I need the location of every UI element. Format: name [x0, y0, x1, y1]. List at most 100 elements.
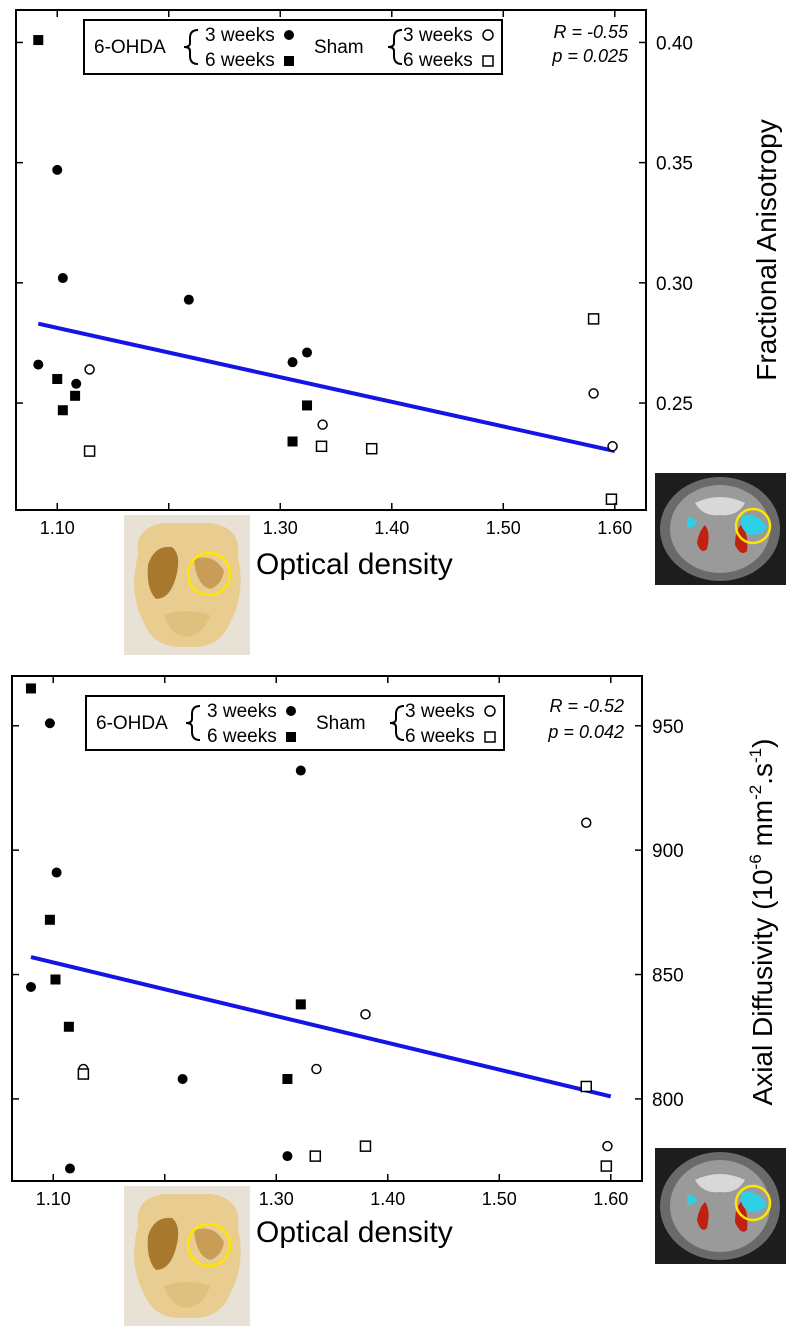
- fa-scatter-chart: 6-OHDA 3 weeks 6 weeks Sham 3 weeks 6 we…: [15, 9, 782, 581]
- y-tick-label: 950: [652, 717, 684, 738]
- point-ohda-3w: [33, 359, 44, 370]
- legend-brace-icon: [387, 29, 403, 65]
- point-ohda-6w: [25, 683, 36, 694]
- regression-line: [37, 321, 616, 454]
- point-ohda-3w: [295, 765, 306, 776]
- point-sham-3w: [588, 388, 599, 399]
- point-ohda-6w: [33, 35, 44, 46]
- y-tick-label: 0.25: [656, 394, 693, 415]
- legend-group-sham: Sham: [314, 37, 364, 58]
- point-sham-6w: [605, 493, 618, 505]
- point-ohda-6w: [50, 974, 61, 985]
- yellow-circle-icon: [186, 551, 232, 597]
- point-ohda-6w: [287, 436, 298, 447]
- chart-panel-ad: 6-OHDA 3 weeks 6 weeks Sham 3 weeks 6 we…: [0, 662, 788, 1327]
- legend-brace-icon: [183, 29, 199, 65]
- point-ohda-3w: [71, 378, 82, 389]
- point-ohda-3w: [287, 357, 298, 368]
- legend-group-sham: Sham: [316, 713, 366, 734]
- annotation-r: R = -0.52: [549, 696, 624, 716]
- point-sham-6w: [359, 1140, 372, 1152]
- point-ohda-3w: [52, 164, 63, 175]
- point-ohda-3w: [57, 273, 68, 284]
- point-ohda-3w: [302, 347, 313, 358]
- legend-brace-icon: [185, 705, 201, 741]
- yellow-circle-icon: [734, 1184, 772, 1222]
- stained-brain-slice-image: [124, 515, 250, 655]
- chart-panel-fa: 6-OHDA 3 weeks 6 weeks Sham 3 weeks 6 we…: [0, 0, 788, 662]
- point-ohda-6w: [295, 999, 306, 1010]
- legend-sham-6w: 6 weeks: [403, 50, 473, 71]
- regression-line: [30, 955, 612, 1099]
- y-axis-label: Fractional Anisotropy: [751, 119, 782, 380]
- point-sham-3w: [602, 1140, 613, 1152]
- legend-ohda-6w: 6 weeks: [207, 726, 277, 747]
- point-sham-3w: [317, 419, 328, 430]
- y-tick-label: 850: [652, 966, 684, 987]
- ad-scatter-chart: 6-OHDA 3 weeks 6 weeks Sham 3 weeks 6 we…: [11, 675, 778, 1249]
- point-sham-3w: [360, 1009, 371, 1020]
- point-sham-6w: [587, 313, 600, 325]
- annotation-r: R = -0.55: [553, 22, 629, 42]
- point-ohda-3w: [44, 718, 55, 729]
- point-ohda-6w: [63, 1021, 74, 1032]
- y-tick-label: 0.40: [656, 33, 693, 54]
- point-ohda-6w: [44, 914, 55, 925]
- x-tick-label: 1.10: [36, 1189, 71, 1209]
- legend-ohda-6w: 6 weeks: [205, 50, 275, 71]
- x-tick-label: 1.60: [597, 518, 632, 538]
- legend-open-square-icon: [482, 55, 494, 67]
- point-ohda-3w: [64, 1163, 75, 1174]
- point-ohda-3w: [51, 867, 62, 878]
- x-tick-label: 1.30: [259, 1189, 294, 1209]
- plot-frame: [11, 675, 643, 1182]
- y-tick-label: 900: [652, 841, 684, 862]
- legend-filled-square-icon: [284, 56, 294, 66]
- point-ohda-6w: [70, 390, 81, 401]
- point-sham-6w: [580, 1080, 592, 1093]
- yellow-circle-icon: [186, 1222, 232, 1268]
- mri-brain-image: [655, 473, 786, 585]
- point-ohda-3w: [282, 1151, 293, 1162]
- stained-brain-slice-image: [124, 1186, 250, 1326]
- point-sham-6w: [77, 1068, 90, 1080]
- point-sham-3w: [84, 364, 95, 375]
- x-tick-label: 1.40: [370, 1189, 405, 1209]
- legend-open-circle-icon: [484, 705, 496, 717]
- x-tick-label: 1.60: [593, 1189, 628, 1209]
- point-ohda-3w: [177, 1074, 188, 1085]
- plot-frame: [15, 9, 647, 511]
- legend-brace-icon: [389, 705, 405, 741]
- point-sham-6w: [600, 1160, 613, 1172]
- legend-filled-square-icon: [286, 732, 296, 742]
- x-axis-label: Optical density: [256, 1216, 453, 1249]
- point-ohda-6w: [52, 373, 63, 384]
- legend-group-ohda: 6-OHDA: [94, 37, 166, 58]
- x-axis-label: Optical density: [256, 548, 453, 581]
- legend-group-ohda: 6-OHDA: [96, 713, 168, 734]
- point-sham-6w: [309, 1150, 322, 1162]
- yellow-circle-icon: [734, 507, 772, 545]
- y-axis-label: Axial Diffusivity (10-6 mm-2.s-1): [746, 739, 778, 1106]
- legend-ohda-3w: 3 weeks: [205, 25, 275, 46]
- legend-ohda-3w: 3 weeks: [207, 701, 277, 722]
- point-sham-3w: [311, 1063, 322, 1075]
- x-tick-label: 1.10: [40, 518, 75, 538]
- point-ohda-3w: [25, 981, 36, 992]
- point-ohda-6w: [282, 1074, 293, 1085]
- legend-open-square-icon: [484, 731, 496, 743]
- legend-sham-3w: 3 weeks: [405, 701, 475, 722]
- legend-sham-3w: 3 weeks: [403, 25, 473, 46]
- point-sham-6w: [365, 442, 378, 455]
- y-tick-label: 0.35: [656, 154, 693, 175]
- y-tick-label: 800: [652, 1090, 684, 1111]
- mri-brain-image: [655, 1148, 786, 1264]
- point-sham-6w: [83, 445, 96, 457]
- x-tick-label: 1.40: [374, 518, 409, 538]
- y-tick-label: 0.30: [656, 274, 693, 295]
- annotation-p: p = 0.025: [551, 46, 629, 66]
- x-tick-label: 1.30: [263, 518, 298, 538]
- point-sham-3w: [607, 441, 618, 452]
- x-tick-label: 1.50: [486, 518, 521, 538]
- legend-sham-6w: 6 weeks: [405, 726, 475, 747]
